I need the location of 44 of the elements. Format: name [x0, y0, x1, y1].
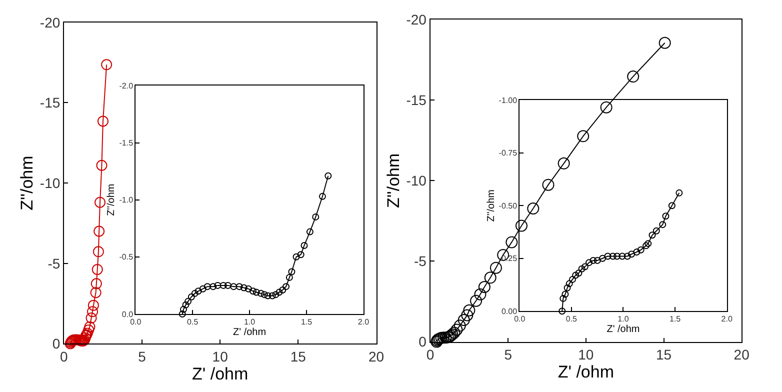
x-tick-label: 10 [578, 346, 594, 363]
y-tick-label: -0.75 [498, 148, 518, 158]
y-tick-label: -0.5 [119, 252, 134, 262]
y-tick-label: -5 [414, 253, 427, 270]
x-axis-title: Z' /ohm [558, 362, 614, 382]
y-tick-label: -20 [40, 14, 60, 30]
x-tick-label: 1.5 [300, 318, 313, 327]
x-axis-title: Z' /ohm [606, 324, 640, 336]
x-tick-label: 1.5 [669, 314, 682, 324]
x-tick-label: 0.5 [187, 318, 199, 327]
y-tick-label: -15 [406, 92, 427, 108]
y-tick-label: -5 [48, 255, 60, 272]
x-tick-label: 20 [734, 346, 750, 363]
x-tick-label: 2.0 [721, 314, 733, 324]
x-tick-label: 5 [138, 348, 146, 365]
x-axis-title: Z' /ohm [192, 364, 248, 384]
x-tick-label: 20 [368, 348, 384, 365]
x-tick-label: 1.0 [618, 314, 630, 324]
x-tick-label: 0.0 [130, 318, 142, 327]
y-axis-title: Z''/ohm [17, 156, 36, 210]
y-tick-label: -1.00 [498, 96, 518, 105]
y-tick-label: -2.0 [119, 81, 134, 90]
y-tick-label: -10 [406, 172, 427, 189]
y-axis-title: Z''/ohm [384, 153, 403, 208]
y-tick-label: -0.50 [498, 201, 518, 210]
x-tick-label: 0.5 [566, 314, 578, 324]
x-axis-title: Z' /ohm [233, 327, 266, 338]
x-tick-label: 2.0 [358, 318, 370, 327]
y-tick-label: -1.0 [119, 196, 134, 205]
y-tick-label: 0 [418, 334, 427, 350]
x-tick-label: 15 [290, 348, 306, 365]
y-tick-label: -1.5 [119, 138, 134, 148]
y-tick-label: -20 [406, 11, 427, 28]
x-tick-label: 0.0 [514, 314, 526, 324]
x-tick-label: 1.0 [244, 318, 256, 327]
x-tick-label: 15 [656, 346, 672, 363]
x-tick-label: 10 [212, 348, 228, 365]
y-tick-label: -15 [40, 94, 60, 111]
y-tick-label: 0 [52, 336, 60, 352]
y-tick-label: -10 [40, 174, 60, 191]
x-tick-label: 5 [504, 346, 512, 363]
y-axis-title: Z''/ohm [106, 184, 118, 216]
y-axis-title: Z''/ohm [486, 190, 497, 222]
y-tick-label: 0.00 [501, 306, 518, 316]
